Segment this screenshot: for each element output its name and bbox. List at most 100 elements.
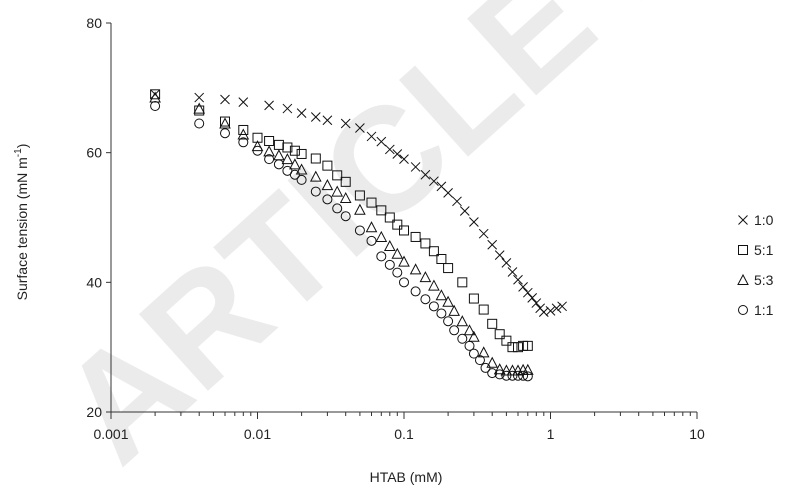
legend-label: 5:3: [754, 272, 774, 288]
data-point: [531, 298, 542, 308]
data-point: [513, 274, 523, 285]
legend-item: 1:0: [738, 212, 774, 228]
data-point: [384, 144, 395, 155]
data-point: [150, 89, 160, 100]
data-marks: [149, 89, 567, 382]
data-point: [399, 225, 409, 236]
x-tick-label: 0.1: [394, 426, 414, 442]
data-point: [321, 179, 334, 191]
legend-label: 1:1: [754, 302, 774, 318]
data-point: [289, 145, 300, 156]
data-point: [459, 206, 470, 216]
data-point: [480, 362, 491, 373]
data-point: [464, 340, 475, 351]
data-point: [354, 225, 365, 236]
data-point: [420, 294, 431, 305]
data-point: [457, 277, 468, 288]
data-point: [238, 124, 249, 135]
data-point: [501, 370, 512, 381]
data-point: [443, 263, 454, 274]
data-point: [448, 304, 460, 316]
legend-marker: [738, 245, 748, 255]
data-point: [436, 253, 447, 264]
data-point: [428, 279, 440, 291]
data-point: [310, 112, 321, 122]
data-point: [322, 194, 333, 205]
series-triangle: [149, 91, 534, 376]
data-point: [383, 239, 396, 252]
data-point: [289, 158, 301, 170]
data-point: [339, 191, 352, 204]
data-point: [309, 170, 322, 182]
data-point: [398, 255, 410, 267]
data-point: [264, 100, 274, 111]
data-point: [149, 91, 161, 103]
data-point: [355, 123, 365, 133]
data-point: [296, 174, 307, 185]
data-point: [501, 258, 512, 268]
data-point: [340, 211, 351, 222]
watermark: ARTICLE IN PRESS: [29, 0, 790, 487]
data-point: [409, 263, 422, 275]
data-point: [332, 203, 343, 214]
data-point: [468, 330, 480, 342]
data-point: [468, 348, 479, 359]
x-tick-label: 0.01: [244, 426, 271, 442]
data-point: [545, 306, 556, 316]
y-axis-label-main: Surface tension (mN m: [14, 157, 30, 300]
data-point: [281, 153, 294, 165]
data-point: [282, 142, 293, 153]
data-point: [463, 324, 476, 336]
data-point: [443, 316, 454, 327]
data-point: [219, 116, 230, 127]
data-point: [354, 203, 366, 215]
data-point: [332, 170, 343, 181]
series-circle: [150, 100, 533, 382]
x-tick-label: 0.001: [93, 426, 128, 442]
data-point: [487, 318, 498, 329]
data-point: [428, 301, 439, 312]
data-point: [340, 118, 351, 129]
x-tick-label: 1: [547, 426, 555, 442]
legend: 1:0 5:1 5:3 1:1: [737, 212, 774, 318]
data-point: [150, 89, 161, 100]
legend-marker: [737, 273, 749, 285]
data-point: [522, 340, 533, 351]
data-point: [251, 140, 264, 152]
data-point: [512, 370, 523, 381]
data-point: [449, 325, 460, 336]
data-point: [194, 92, 205, 103]
y-tick-label: 60: [86, 145, 102, 161]
data-point: [494, 329, 505, 340]
data-point: [220, 94, 230, 105]
data-point: [486, 356, 499, 368]
data-point: [322, 115, 333, 126]
data-point: [429, 176, 439, 187]
y-tick-label: 40: [86, 274, 102, 290]
data-point: [310, 153, 321, 164]
legend-item: 5:1: [738, 242, 774, 258]
legend-marker: [738, 215, 748, 225]
data-point: [193, 102, 206, 114]
data-point: [399, 154, 409, 165]
data-point: [331, 185, 344, 197]
data-point: [436, 308, 447, 319]
data-point: [340, 176, 351, 187]
data-point: [376, 136, 387, 147]
data-point: [419, 271, 432, 283]
data-point: [391, 247, 404, 259]
data-point: [469, 217, 479, 227]
legend-item: 5:3: [737, 272, 774, 288]
data-point: [443, 188, 453, 198]
data-point: [551, 303, 562, 314]
data-point: [501, 335, 512, 346]
data-point: [538, 307, 549, 318]
data-point: [392, 149, 403, 159]
y-axis-label-superscript: -1: [13, 148, 24, 157]
data-point: [474, 355, 485, 366]
data-point: [238, 137, 249, 148]
data-point: [264, 154, 275, 165]
data-point: [219, 128, 230, 139]
data-point: [522, 287, 533, 298]
data-point: [410, 231, 421, 242]
